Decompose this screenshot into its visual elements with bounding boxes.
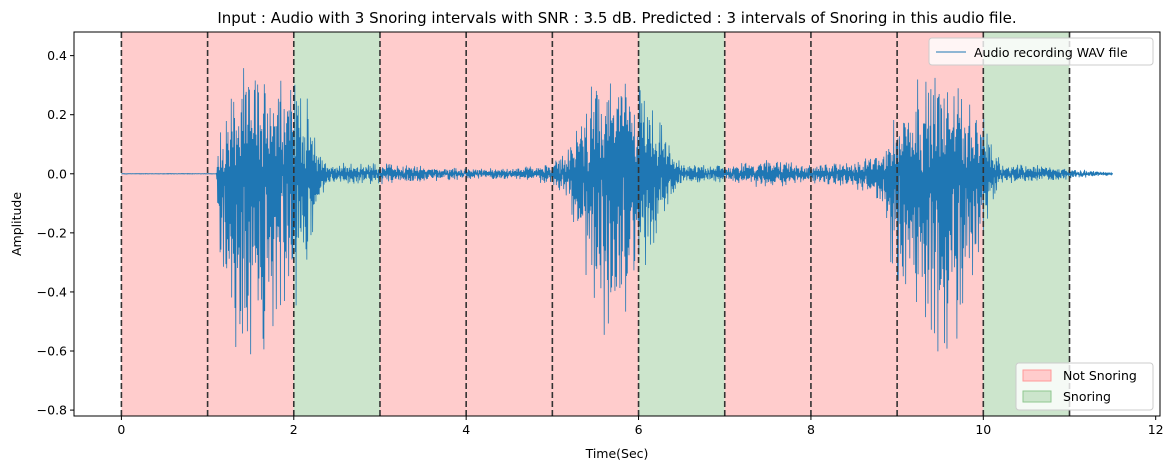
- legend-top: Audio recording WAV file: [928, 37, 1154, 66]
- legend-bottom: Not Snoring Snoring: [1015, 362, 1154, 411]
- interval-bands: [121, 32, 1070, 416]
- y-tick-label-1: −0.6: [37, 344, 67, 359]
- y-tick-label-6: 0.4: [47, 48, 67, 63]
- legend-snoring-label: Snoring: [1063, 389, 1111, 404]
- y-tick-label-3: −0.2: [37, 225, 67, 240]
- x-axis-label: Time(Sec): [585, 446, 649, 461]
- x-axis-ticks: 0 2 4 6 8 10 12: [117, 416, 1164, 437]
- legend-waveform-label: Audio recording WAV file: [974, 45, 1128, 60]
- x-tick-label-1: 2: [290, 422, 298, 437]
- legend-top-box: [928, 37, 1154, 66]
- interval-boundaries: [120, 32, 1071, 416]
- x-tick-label-0: 0: [117, 422, 125, 437]
- x-tick-label-3: 6: [635, 422, 643, 437]
- not-snoring-band-4: [466, 32, 553, 416]
- plot-frame: [73, 31, 1161, 417]
- snoring-band-6: [638, 32, 725, 416]
- legend-not-snoring-label: Not Snoring: [1063, 368, 1137, 383]
- y-axis-ticks: −0.8 −0.6 −0.4 −0.2 0.0 0.2 0.4: [37, 48, 74, 418]
- y-tick-label-5: 0.2: [47, 107, 67, 122]
- legend-snoring-swatch: [1022, 390, 1052, 403]
- y-axis-label: Amplitude: [9, 192, 24, 256]
- y-tick-label-0: −0.8: [37, 403, 67, 418]
- legend-not-snoring-swatch: [1022, 369, 1052, 382]
- snoring-band-2: [293, 32, 380, 416]
- x-tick-label-6: 12: [1148, 422, 1164, 437]
- x-tick-label-4: 8: [807, 422, 815, 437]
- not-snoring-band-3: [379, 32, 467, 416]
- x-tick-label-5: 10: [975, 422, 991, 437]
- waveform-layer: [121, 68, 1113, 355]
- not-snoring-band-7: [724, 32, 811, 416]
- y-tick-label-2: −0.4: [37, 284, 67, 299]
- not-snoring-band-8: [810, 32, 898, 416]
- waveform-line: [121, 68, 1113, 355]
- y-tick-label-4: 0.0: [47, 166, 67, 181]
- not-snoring-band-0: [121, 32, 208, 416]
- x-tick-label-2: 4: [462, 422, 470, 437]
- chart-title: Input : Audio with 3 Snoring intervals w…: [217, 9, 1016, 27]
- snoring-band-10: [983, 32, 1070, 416]
